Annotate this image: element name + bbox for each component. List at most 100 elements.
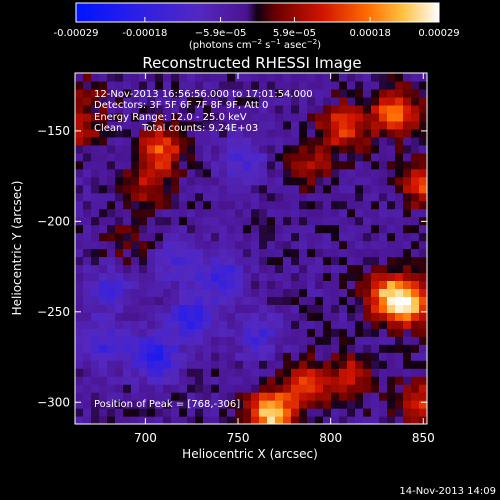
heatmap-cell	[267, 104, 276, 114]
heatmap-cell	[219, 136, 228, 146]
heatmap-cell	[235, 216, 244, 226]
heatmap-cell	[83, 344, 92, 353]
heatmap-cell	[339, 288, 348, 297]
heatmap-cell	[283, 296, 292, 305]
heatmap-cell	[171, 168, 180, 178]
heatmap-cell	[307, 96, 316, 106]
heatmap-cell	[283, 224, 292, 234]
heatmap-cell	[107, 224, 116, 234]
heatmap-cell	[363, 176, 372, 186]
heatmap-cell	[227, 248, 236, 258]
heatmap-cell	[259, 296, 268, 305]
heatmap-cell	[187, 152, 196, 162]
heatmap-cell	[251, 88, 260, 98]
heatmap-cell	[299, 272, 308, 282]
heatmap-cell	[403, 224, 412, 234]
heatmap-cell	[91, 144, 100, 154]
heatmap-cell	[299, 248, 308, 258]
heatmap-cell	[411, 168, 420, 178]
heatmap-cell	[171, 152, 180, 162]
heatmap-cell	[195, 312, 204, 321]
y-tick-label: −150	[37, 124, 70, 138]
heatmap-cell	[131, 176, 140, 186]
heatmap-cell	[139, 288, 148, 297]
heatmap-cell	[411, 304, 420, 313]
heatmap-cell	[259, 160, 268, 170]
heatmap-cell	[91, 264, 100, 274]
heatmap-cell	[75, 168, 84, 178]
heatmap-cell	[123, 184, 132, 194]
heatmap-cell	[331, 296, 340, 305]
heatmap-cell	[275, 104, 284, 114]
heatmap-cell	[171, 352, 180, 361]
heatmap-cell	[203, 392, 212, 401]
heatmap-cell	[211, 120, 220, 130]
heatmap-cell	[91, 80, 100, 90]
heatmap-cell	[155, 200, 164, 210]
heatmap-cell	[179, 288, 188, 297]
heatmap-cell	[299, 288, 308, 297]
heatmap-cell	[291, 232, 300, 242]
heatmap-cell	[291, 136, 300, 146]
heatmap-cell	[203, 104, 212, 114]
heatmap-cell	[115, 104, 124, 114]
heatmap-cell	[171, 176, 180, 186]
heatmap-cell	[179, 344, 188, 353]
heatmap-cell	[235, 160, 244, 170]
heatmap-cell	[379, 240, 388, 250]
heatmap-cell	[219, 152, 228, 162]
heatmap-cell	[235, 320, 244, 329]
heatmap-cell	[91, 384, 100, 393]
heatmap-cell	[235, 256, 244, 266]
heatmap-cell	[115, 344, 124, 353]
heatmap-cell	[155, 232, 164, 242]
heatmap-cell	[395, 344, 404, 353]
heatmap-cell	[171, 368, 180, 377]
x-tick-label: 800	[319, 431, 342, 445]
heatmap-cell	[195, 88, 204, 98]
heatmap-cell	[203, 352, 212, 361]
heatmap-cell	[139, 416, 148, 424]
heatmap-cell	[107, 352, 116, 361]
heatmap-cell	[283, 360, 292, 369]
heatmap-cell	[419, 304, 427, 313]
heatmap-cell	[83, 232, 92, 242]
heatmap-cell	[187, 288, 196, 297]
heatmap-cell	[139, 408, 148, 417]
heatmap-cell	[163, 120, 172, 130]
heatmap-cell	[315, 376, 324, 385]
heatmap-cell	[307, 336, 316, 345]
heatmap-cell	[347, 400, 356, 409]
heatmap-cell	[259, 208, 268, 218]
heatmap-cell	[171, 160, 180, 170]
heatmap-cell	[283, 264, 292, 274]
heatmap-cell	[387, 328, 396, 337]
heatmap-cell	[355, 224, 364, 234]
heatmap-cell	[291, 128, 300, 138]
heatmap-cell	[275, 208, 284, 218]
heatmap-cell	[403, 200, 412, 210]
heatmap-cell	[259, 73, 268, 82]
heatmap-cell	[379, 336, 388, 345]
heatmap-cell	[187, 408, 196, 417]
heatmap-cell	[403, 152, 412, 162]
heatmap-cell	[243, 248, 252, 258]
heatmap-cell	[163, 352, 172, 361]
heatmap-cell	[139, 208, 148, 218]
heatmap-cell	[347, 328, 356, 337]
heatmap-cell	[291, 336, 300, 345]
heatmap-cell	[123, 120, 132, 130]
heatmap-cell	[227, 184, 236, 194]
heatmap-cell	[379, 376, 388, 385]
heatmap-cell	[147, 144, 156, 154]
heatmap-cell	[315, 320, 324, 329]
heatmap-cell	[251, 408, 260, 417]
heatmap-cell	[123, 88, 132, 98]
heatmap-cell	[387, 224, 396, 234]
heatmap-cell	[347, 280, 356, 289]
heatmap-cell	[307, 168, 316, 178]
heatmap-cell	[395, 232, 404, 242]
heatmap-cell	[83, 392, 92, 401]
heatmap-cell	[259, 256, 268, 266]
heatmap-cell	[379, 304, 388, 313]
